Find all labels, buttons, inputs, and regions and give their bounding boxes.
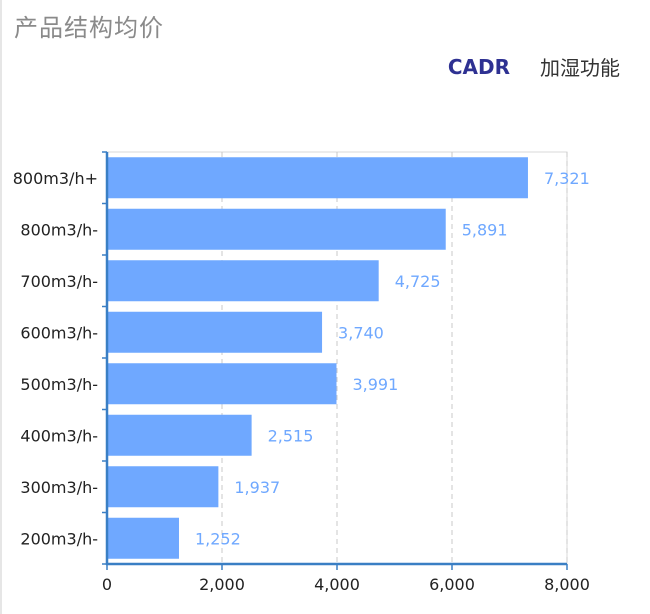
- left-border: [0, 0, 2, 614]
- metric-tabs: CADR 加湿功能: [448, 52, 620, 81]
- category-label: 400m3/h-: [20, 426, 98, 445]
- bar: [107, 414, 252, 456]
- bar: [107, 208, 446, 250]
- page-title: 产品结构均价: [14, 14, 164, 42]
- category-label: 200m3/h-: [20, 529, 98, 548]
- value-label: 1,252: [195, 529, 241, 548]
- bar: [107, 517, 179, 559]
- value-label: 7,321: [544, 169, 590, 188]
- bar: [107, 260, 379, 302]
- x-tick-label: 8,000: [544, 575, 590, 594]
- x-tick-label: 6,000: [429, 575, 475, 594]
- category-label: 800m3/h+: [13, 169, 98, 188]
- category-label: 500m3/h-: [20, 375, 98, 394]
- value-label: 2,515: [268, 426, 314, 445]
- x-tick-label: 4,000: [314, 575, 360, 594]
- value-label: 4,725: [395, 272, 441, 291]
- bar: [107, 157, 528, 199]
- category-label: 600m3/h-: [20, 323, 98, 342]
- value-label: 3,991: [352, 375, 398, 394]
- category-label: 700m3/h-: [20, 272, 98, 291]
- value-label: 3,740: [338, 323, 384, 342]
- tab-cadr[interactable]: CADR: [447, 54, 510, 79]
- x-tick-label: 2,000: [199, 575, 245, 594]
- category-label: 300m3/h-: [20, 478, 98, 497]
- x-tick-label: 0: [102, 575, 112, 594]
- bar: [107, 311, 323, 353]
- bar: [107, 466, 219, 508]
- bar: [107, 363, 337, 405]
- value-label: 1,937: [234, 478, 280, 497]
- value-label: 5,891: [462, 220, 508, 239]
- category-label: 800m3/h-: [20, 220, 98, 239]
- tab-humidify[interactable]: 加湿功能: [540, 56, 620, 80]
